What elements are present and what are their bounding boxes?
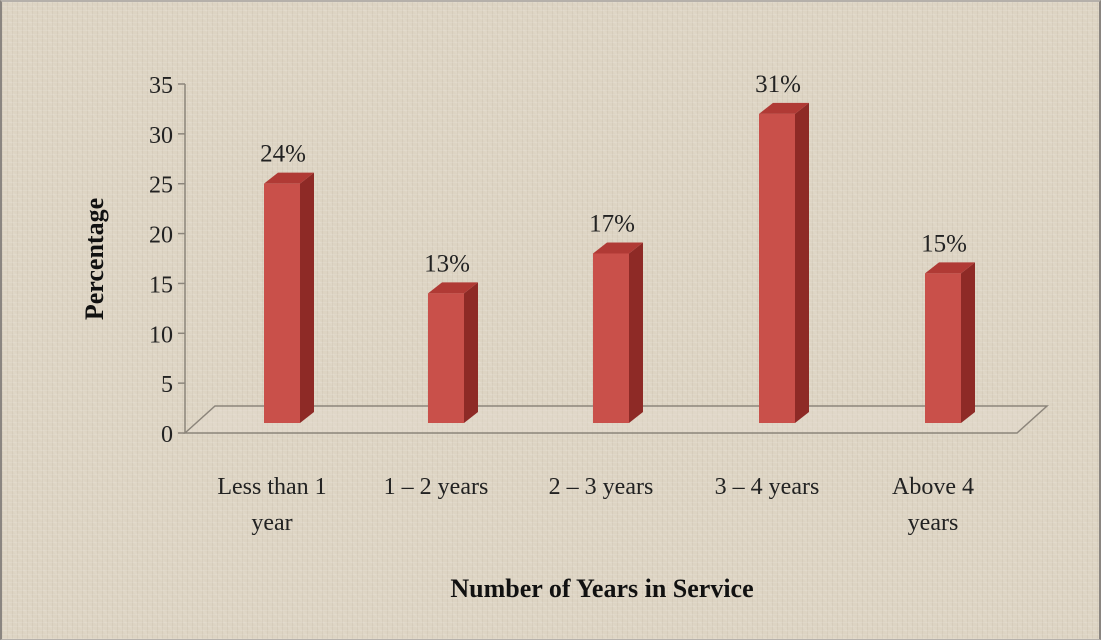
- x-tick-label: 3 – 4 years: [715, 474, 820, 500]
- bar-side-face: [464, 282, 478, 423]
- y-tick-label: 30: [149, 123, 173, 149]
- y-tick-label: 20: [149, 223, 173, 249]
- bar-side-face: [961, 262, 975, 423]
- x-tick-label: 1 – 2 years: [384, 474, 489, 500]
- data-label: 24%: [260, 141, 306, 168]
- bar: [593, 242, 643, 423]
- y-tick-label: 0: [161, 422, 173, 448]
- bar: [925, 262, 975, 423]
- bar-side-face: [629, 242, 643, 423]
- y-tick-label: 25: [149, 173, 173, 199]
- bar-top-face: [264, 172, 314, 184]
- x-tick-label: Above 4 years: [892, 474, 974, 536]
- bar: [428, 282, 478, 423]
- bar-front-face: [428, 293, 464, 423]
- bar-top-face: [593, 242, 643, 254]
- x-tick-label-line: Above 4: [892, 474, 974, 500]
- data-label: 15%: [921, 230, 967, 257]
- x-tick-label-line: year: [251, 510, 292, 536]
- y-tick-label: 10: [149, 322, 173, 348]
- y-tick-label: 15: [149, 272, 173, 298]
- x-tick-label-line: 3 – 4 years: [715, 474, 820, 500]
- y-axis: 0 5 10 15 20 25 30 35: [149, 73, 186, 448]
- bar-front-face: [759, 113, 795, 423]
- data-label: 17%: [589, 210, 635, 237]
- y-tick-label: 35: [149, 73, 173, 99]
- data-labels: 24% 13% 17% 31% 15%: [260, 71, 967, 277]
- bar-top-face: [925, 262, 975, 274]
- bar-top-face: [759, 102, 809, 114]
- x-axis-title: Number of Years in Service: [450, 574, 753, 603]
- bar-front-face: [925, 273, 961, 423]
- bar-front-face: [264, 183, 300, 423]
- y-axis-title: Percentage: [80, 198, 109, 320]
- x-tick-label-line: years: [908, 510, 959, 536]
- data-label: 31%: [755, 71, 801, 98]
- y-tick-label: 5: [161, 372, 173, 398]
- x-axis-labels: Less than 1 year 1 – 2 years 2 – 3 years 3 –…: [217, 474, 974, 536]
- bars: [264, 102, 975, 423]
- x-tick-label-line: Less than 1: [217, 474, 326, 500]
- x-tick-label-line: 1 – 2 years: [384, 474, 489, 500]
- bar-front-face: [593, 253, 629, 423]
- bar-top-face: [428, 282, 478, 294]
- bar-side-face: [795, 102, 809, 423]
- x-tick-label: Less than 1 year: [217, 474, 326, 536]
- bar: [759, 102, 809, 423]
- x-tick-label-line: 2 – 3 years: [549, 474, 654, 500]
- data-label: 13%: [424, 250, 470, 277]
- x-tick-label: 2 – 3 years: [549, 474, 654, 500]
- bar: [264, 172, 314, 423]
- bar-side-face: [300, 172, 314, 423]
